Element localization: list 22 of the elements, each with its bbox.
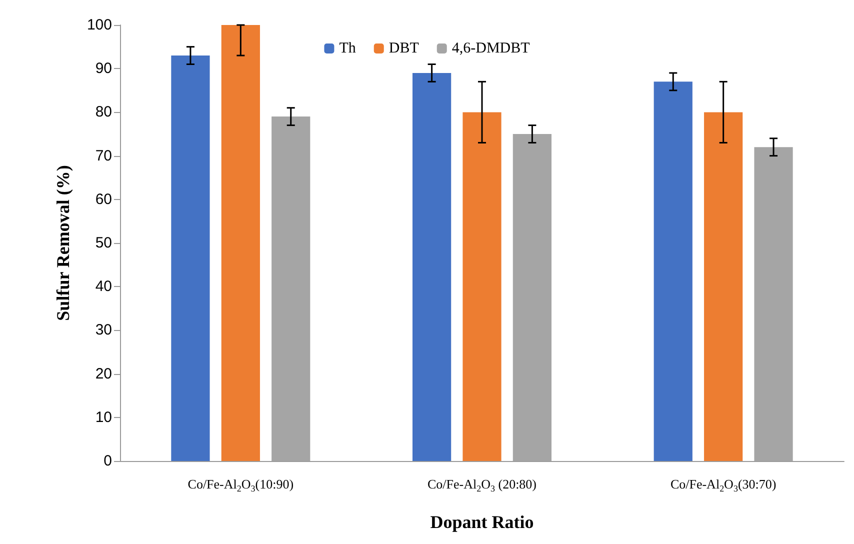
- bar: [221, 25, 260, 461]
- bar: [654, 82, 692, 461]
- bar: [412, 72, 452, 461]
- bar: [462, 112, 502, 461]
- y-tick-label: 30: [95, 322, 112, 339]
- y-tick-label: 100: [86, 16, 112, 34]
- y-tick-label: 20: [95, 365, 112, 382]
- y-tick-label: 70: [95, 147, 112, 164]
- y-tick-label: 50: [95, 234, 112, 252]
- legend-label: 4,6-DMDBT: [452, 40, 530, 56]
- legend-label: Th: [339, 40, 356, 56]
- y-tick-label: 40: [95, 278, 112, 296]
- y-axis-title: Sulfur Removal (%): [53, 165, 73, 321]
- y-tick-label: 60: [95, 190, 112, 208]
- bar: [171, 56, 210, 461]
- y-tick-label: 80: [95, 104, 112, 121]
- bar: [704, 112, 743, 461]
- x-axis-title: Dopant Ratio: [430, 512, 534, 532]
- legend-label: DBT: [388, 40, 419, 56]
- y-tick-label: 90: [95, 60, 112, 78]
- y-tick-label: 0: [104, 452, 112, 470]
- y-tick-label: 10: [95, 408, 112, 426]
